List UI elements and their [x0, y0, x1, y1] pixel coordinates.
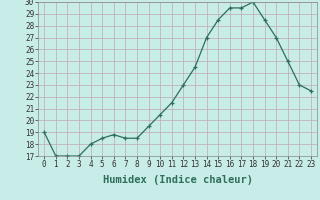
X-axis label: Humidex (Indice chaleur): Humidex (Indice chaleur)	[103, 175, 252, 185]
